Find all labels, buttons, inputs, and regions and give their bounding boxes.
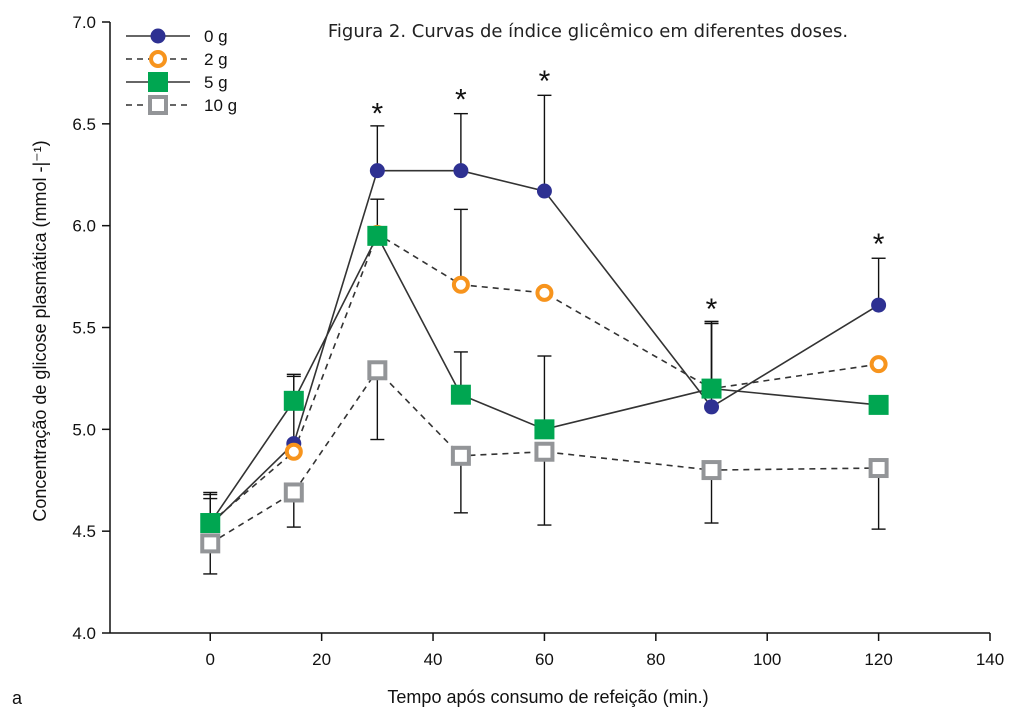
data-point (367, 360, 388, 381)
legend-marker (148, 95, 168, 115)
data-point (535, 283, 554, 302)
y-tick-label: 5.0 (72, 420, 96, 439)
data-point (451, 275, 470, 294)
y-tick-label: 4.0 (72, 624, 96, 643)
data-point (701, 460, 722, 481)
x-tick-label: 20 (312, 650, 331, 669)
x-axis-title: Tempo após consumo de refeição (min.) (387, 687, 708, 707)
legend-label: 5 g (204, 73, 228, 92)
x-tick-label: 140 (976, 650, 1004, 669)
significance-star: * (371, 98, 383, 131)
data-point (534, 441, 555, 462)
data-point (283, 390, 304, 411)
data-point (868, 458, 889, 479)
legend-marker (150, 28, 166, 44)
x-tick-label: 0 (206, 650, 215, 669)
legend-label: 0 g (204, 27, 228, 46)
panel-label: a (12, 688, 23, 708)
data-point (450, 384, 471, 405)
data-point (869, 355, 888, 374)
legend: 0 g 2 g 5 g 10 g (126, 27, 237, 115)
y-tick-label: 7.0 (72, 13, 96, 32)
error-bars (203, 94, 886, 575)
figure-caption: Figura 2. Curvas de índice glicêmico em … (328, 21, 848, 42)
legend-label: 10 g (204, 96, 237, 115)
y-tick-label: 6.0 (72, 217, 96, 236)
data-point (704, 399, 720, 415)
legend-marker (149, 50, 167, 68)
data-markers (200, 163, 889, 554)
axes: 4.0 4.5 5.0 5.5 6.0 6.5 7.0 0 20 40 60 80 100 120 140 (72, 13, 1004, 669)
y-tick-label: 6.5 (72, 115, 96, 134)
data-point (200, 533, 221, 554)
data-point (450, 445, 471, 466)
data-point (536, 183, 552, 199)
legend-label: 2 g (204, 50, 228, 69)
data-point (868, 394, 889, 415)
x-tick-label: 100 (753, 650, 781, 669)
y-tick-label: 4.5 (72, 522, 96, 541)
significance-star: * (455, 83, 467, 116)
y-axis-title: Concentração de glicose plasmática (mmol… (30, 140, 50, 521)
data-point (871, 297, 887, 313)
y-tick-label: 5.5 (72, 319, 96, 338)
data-point (200, 513, 221, 534)
significance-star: * (539, 65, 551, 98)
data-point (284, 442, 303, 461)
data-point (283, 482, 304, 503)
data-point (453, 163, 469, 179)
x-tick-label: 120 (864, 650, 892, 669)
x-tick-label: 60 (535, 650, 554, 669)
data-point (369, 163, 385, 179)
significance-star: * (873, 228, 885, 261)
legend-marker (148, 72, 168, 92)
significance-star: * (706, 293, 718, 326)
x-tick-label: 40 (424, 650, 443, 669)
significance-markers: * * * * * (371, 65, 884, 326)
data-point (367, 225, 388, 246)
data-point (701, 378, 722, 399)
x-tick-label: 80 (646, 650, 665, 669)
data-point (534, 419, 555, 440)
